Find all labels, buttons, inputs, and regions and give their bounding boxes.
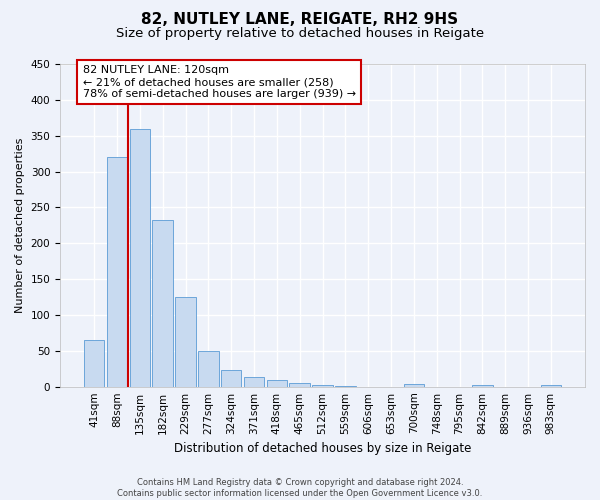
Text: Size of property relative to detached houses in Reigate: Size of property relative to detached ho…	[116, 28, 484, 40]
Bar	[472, 384, 493, 386]
X-axis label: Distribution of detached houses by size in Reigate: Distribution of detached houses by size …	[174, 442, 471, 455]
Bar	[198, 351, 218, 386]
Bar	[175, 297, 196, 386]
Bar	[107, 157, 127, 386]
Bar	[221, 370, 241, 386]
Bar	[152, 220, 173, 386]
Text: 82, NUTLEY LANE, REIGATE, RH2 9HS: 82, NUTLEY LANE, REIGATE, RH2 9HS	[142, 12, 458, 28]
Bar	[130, 128, 150, 386]
Bar	[289, 383, 310, 386]
Text: Contains HM Land Registry data © Crown copyright and database right 2024.
Contai: Contains HM Land Registry data © Crown c…	[118, 478, 482, 498]
Y-axis label: Number of detached properties: Number of detached properties	[15, 138, 25, 313]
Bar	[541, 384, 561, 386]
Bar	[404, 384, 424, 386]
Bar	[266, 380, 287, 386]
Bar	[244, 376, 264, 386]
Text: 82 NUTLEY LANE: 120sqm
← 21% of detached houses are smaller (258)
78% of semi-de: 82 NUTLEY LANE: 120sqm ← 21% of detached…	[83, 66, 356, 98]
Bar	[84, 340, 104, 386]
Bar	[312, 385, 333, 386]
